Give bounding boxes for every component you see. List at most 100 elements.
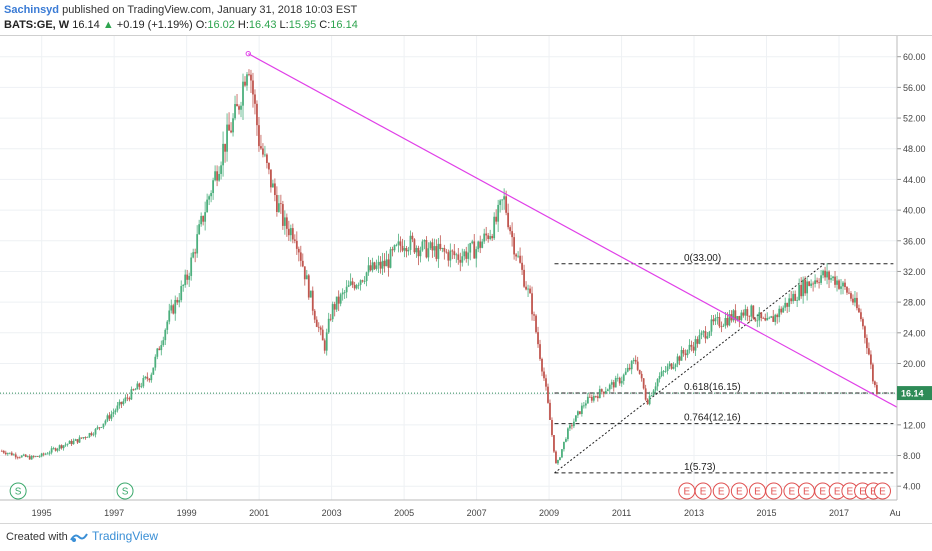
candle-body [842,282,844,287]
candle-body [624,371,627,375]
author-name[interactable]: Sachinsyd [4,4,60,16]
candle-body [698,335,701,344]
candle-body [563,441,565,450]
candle-body [82,437,85,439]
candle-body [132,389,135,391]
candle-body [503,196,506,200]
candle-body [770,316,773,318]
candle-body [782,307,785,313]
candle-body [375,265,378,269]
candle-body [194,252,197,254]
candle-body [38,456,41,458]
candle-body [630,361,633,370]
candle-body [614,377,617,388]
fib-level-label: 1(5.73) [684,462,716,473]
candle-body [576,411,579,416]
candle-body [146,376,149,379]
candle-body [84,437,87,438]
brand-label: TradingView [92,529,159,543]
candle-body [431,242,434,251]
x-tick-label: 2005 [394,508,414,518]
candle-body [341,292,344,295]
candle-body [728,314,731,326]
candle-body [429,242,432,249]
earnings-marker [730,482,748,500]
high-label: H: [237,19,249,31]
candle-body [561,449,563,458]
candle-body [664,370,667,372]
candle-body [210,193,213,197]
candle-body [319,327,322,330]
candle-body [654,386,657,391]
candle-body [612,382,615,388]
candle-body [40,453,43,457]
candle-body [140,386,143,388]
candle-body [642,378,645,389]
candle-body [473,241,476,259]
candle-body [363,281,366,282]
candle-body [734,310,737,321]
candle-body [636,361,639,370]
candle-body [258,125,260,147]
x-tick-label: 2001 [249,508,269,518]
close-value: 16.14 [330,19,358,31]
price-chart[interactable]: 0(33.00)0.618(16.15)0.764(12.16)1(5.73) … [0,36,932,523]
candle-body [272,183,274,188]
candle-body [559,457,561,461]
candle-body [273,183,276,196]
earnings-marker-label: E [819,487,826,498]
candle-body [708,331,711,337]
candle-body [838,280,840,289]
candle-body [772,316,775,322]
candle-body [618,377,621,384]
candle-body [78,437,81,443]
candle-body [359,280,362,285]
candle-body [537,332,539,345]
candle-body [479,241,482,248]
candle-body [806,281,809,294]
candle-body [453,251,456,256]
candle-body [405,248,408,252]
trendline-layer [245,50,898,408]
candle-body [547,386,549,403]
candle-body [160,345,163,351]
candle-body [395,244,398,246]
candle-body [549,402,551,420]
candle-body [870,354,872,365]
candle-body [760,312,763,319]
candle-body [646,399,649,405]
candle-body [325,332,328,351]
candle-body [648,395,651,405]
last-price-label: 16.14 [901,389,924,399]
candle-body [535,315,537,333]
candle-body [433,246,436,251]
candle-body [421,241,424,251]
candle-body [533,314,535,316]
symbol-name[interactable]: BATS:GE, W [4,19,70,31]
candle-body [58,445,61,449]
candle-body [439,243,442,250]
candle-body [792,293,795,302]
candle-body [704,331,707,339]
candle-body [287,228,290,236]
fib-diagonal [554,263,825,474]
candle-body [580,405,583,414]
candle-body [262,148,264,155]
earnings-marker-label: E [754,487,761,498]
candle-body [106,415,109,421]
candle-body [136,383,139,390]
candle-body [14,454,17,458]
candle-body [447,252,450,261]
candle-body [401,245,404,251]
candle-body [399,241,402,246]
earnings-marker-label: E [718,487,725,498]
candle-body [220,165,222,174]
tradingview-brand[interactable]: TradingView [70,529,158,543]
candle-body [435,246,438,259]
candle-body [441,247,444,250]
candle-body [252,80,254,95]
candle-body [545,378,547,387]
candle-body [10,452,13,456]
x-tick-label: 2011 [612,508,631,518]
fib-level-label: 0.618(16.15) [684,382,741,393]
